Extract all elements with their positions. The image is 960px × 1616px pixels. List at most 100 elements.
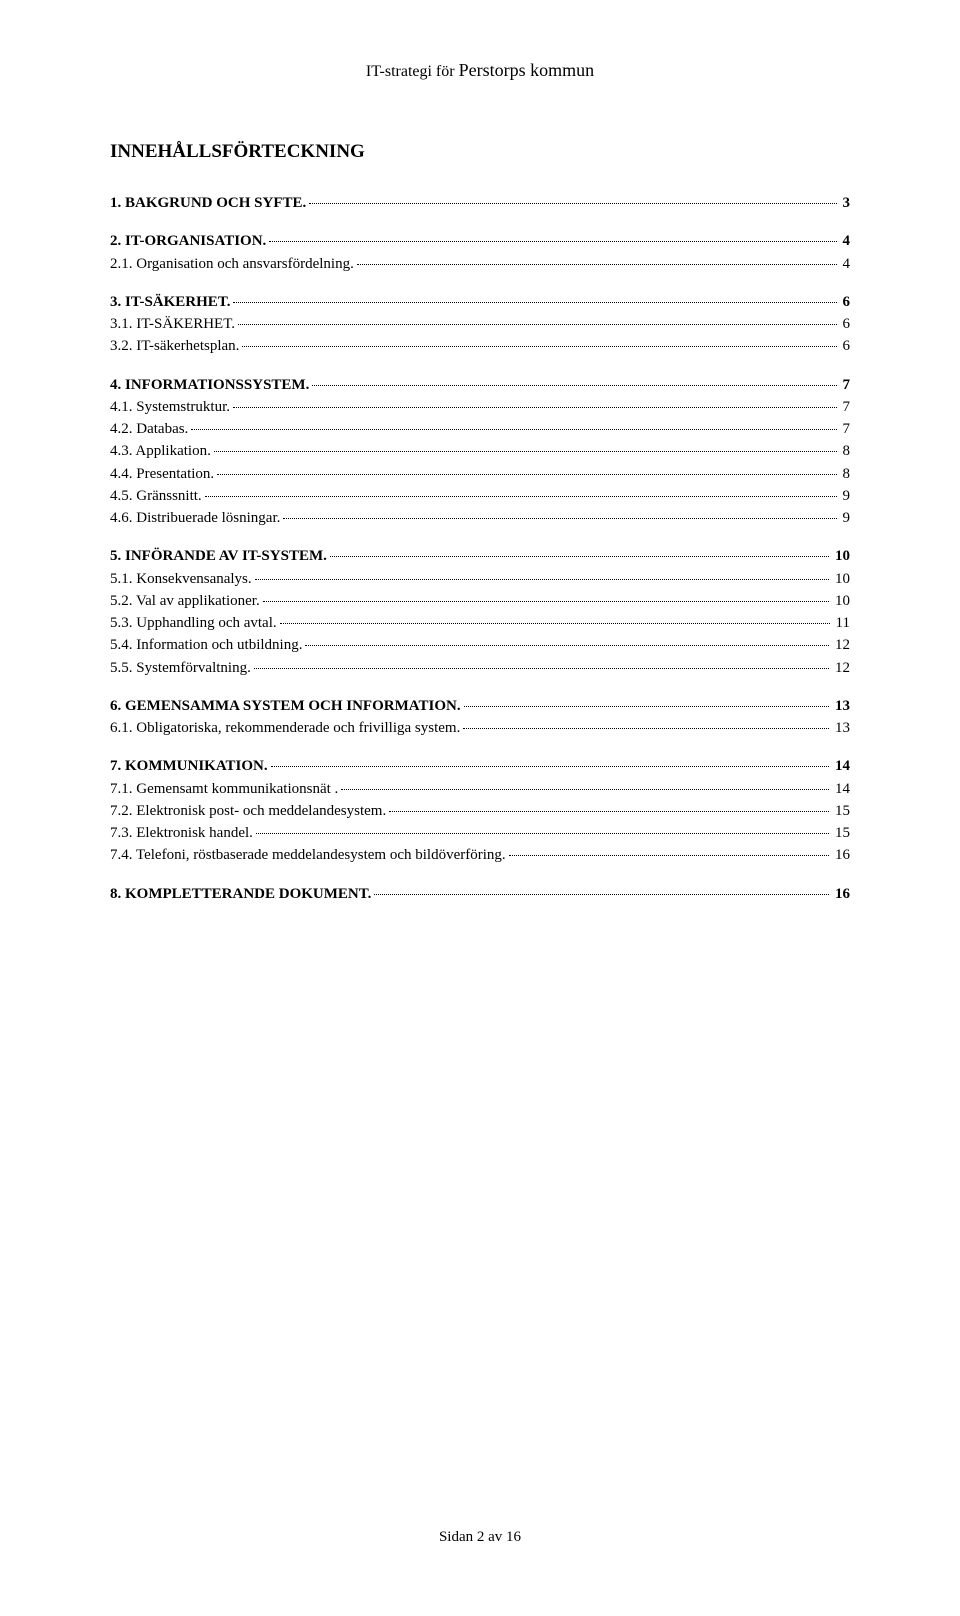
toc-entry: 3.2. IT-säkerhetsplan. 6 [110, 336, 850, 356]
toc-entry-label: 7.1. Gemensamt kommunikationsnät . [110, 779, 338, 799]
toc-entry-page: 6 [840, 314, 851, 334]
toc-entry-page: 10 [832, 546, 850, 566]
toc-entry: 3. IT-SÄKERHET. 6 [110, 292, 850, 312]
toc-entry-label: 4.5. Gränssnitt. [110, 486, 202, 506]
toc-entry-label: 3.1. IT-SÄKERHET. [110, 314, 235, 334]
toc-entry-page: 8 [840, 464, 851, 484]
toc-entry-page: 3 [840, 193, 851, 213]
toc-entry-page: 15 [832, 801, 850, 821]
header-prefix: IT-strategi för [366, 63, 459, 80]
toc-entry: 5.3. Upphandling och avtal. 11 [110, 613, 850, 633]
toc-entry: 4.5. Gränssnitt.9 [110, 486, 850, 506]
toc-entry-label: 2. IT-ORGANISATION. [110, 231, 266, 251]
toc-entry: 1. BAKGRUND OCH SYFTE. 3 [110, 193, 850, 213]
header-suffix: Perstorps kommun [459, 60, 595, 80]
toc-leader [374, 894, 829, 895]
toc-leader [463, 728, 829, 729]
toc-entry-page: 9 [840, 508, 851, 528]
toc-entry-label: 5.1. Konsekvensanalys. [110, 569, 252, 589]
page-footer: Sidan 2 av 16 [0, 1529, 960, 1546]
toc-entry-label: 1. BAKGRUND OCH SYFTE. [110, 193, 306, 213]
toc-leader [214, 451, 837, 452]
toc-entry-label: 7. KOMMUNIKATION. [110, 756, 268, 776]
toc-entry-page: 6 [840, 336, 851, 356]
toc-entry-page: 13 [832, 718, 850, 738]
toc-entry-label: 4. INFORMATIONSSYSTEM. [110, 375, 309, 395]
toc-entry-label: 8. KOMPLETTERANDE DOKUMENT. [110, 884, 371, 904]
toc-entry: 5. INFÖRANDE AV IT-SYSTEM.10 [110, 546, 850, 566]
toc-entry: 3.1. IT-SÄKERHET. 6 [110, 314, 850, 334]
toc-entry-page: 13 [832, 696, 850, 716]
toc-entry: 4.3. Applikation. 8 [110, 441, 850, 461]
toc-leader [357, 264, 837, 265]
toc-entry-page: 16 [832, 884, 850, 904]
toc-entry: 8. KOMPLETTERANDE DOKUMENT. 16 [110, 884, 850, 904]
toc-entry: 5.5. Systemförvaltning. 12 [110, 658, 850, 678]
toc-entry-page: 10 [832, 569, 850, 589]
toc-leader [242, 346, 836, 347]
toc-entry: 5.2. Val av applikationer. 10 [110, 591, 850, 611]
toc-leader [191, 429, 836, 430]
toc-leader [330, 556, 829, 557]
toc-entry: 7. KOMMUNIKATION. 14 [110, 756, 850, 776]
toc-leader [283, 518, 836, 519]
toc-entry-label: 5.2. Val av applikationer. [110, 591, 260, 611]
toc-entry-label: 4.3. Applikation. [110, 441, 211, 461]
toc-entry-page: 16 [832, 845, 850, 865]
toc-entry-label: 7.2. Elektronisk post- och meddelandesys… [110, 801, 386, 821]
toc-leader [256, 833, 829, 834]
toc-leader [341, 789, 829, 790]
toc-leader [312, 385, 836, 386]
toc-entry-label: 3.2. IT-säkerhetsplan. [110, 336, 239, 356]
toc-entry-label: 2.1. Organisation och ansvarsfördelning. [110, 254, 354, 274]
toc-entry-page: 11 [833, 613, 850, 633]
toc-entry-label: 7.3. Elektronisk handel. [110, 823, 253, 843]
toc-leader [280, 623, 830, 624]
toc-leader [464, 706, 829, 707]
toc-entry: 6. GEMENSAMMA SYSTEM OCH INFORMATION. 13 [110, 696, 850, 716]
toc-entry-label: 7.4. Telefoni, röstbaserade meddelandesy… [110, 845, 506, 865]
toc-entry-label: 4.4. Presentation. [110, 464, 214, 484]
toc-entry: 4.6. Distribuerade lösningar.9 [110, 508, 850, 528]
toc-entry: 4.1. Systemstruktur. 7 [110, 397, 850, 417]
toc-entry: 7.3. Elektronisk handel. 15 [110, 823, 850, 843]
toc-entry: 7.4. Telefoni, röstbaserade meddelandesy… [110, 845, 850, 865]
toc-container: 1. BAKGRUND OCH SYFTE. 3 2. IT-ORGANISATIO… [110, 193, 850, 904]
toc-entry: 7.1. Gemensamt kommunikationsnät .14 [110, 779, 850, 799]
toc-entry-page: 12 [832, 658, 850, 678]
toc-entry-label: 4.1. Systemstruktur. [110, 397, 230, 417]
toc-entry-page: 8 [840, 441, 851, 461]
toc-entry-page: 4 [840, 254, 851, 274]
toc-leader [269, 241, 836, 242]
toc-entry: 2. IT-ORGANISATION. 4 [110, 231, 850, 251]
page-header: IT-strategi för Perstorps kommun [110, 60, 850, 81]
toc-entry-page: 4 [840, 231, 851, 251]
toc-title: INNEHÅLLSFÖRTECKNING [110, 141, 850, 163]
toc-leader [389, 811, 829, 812]
toc-leader [238, 324, 837, 325]
toc-leader [271, 766, 829, 767]
toc-entry: 5.4. Information och utbildning. 12 [110, 635, 850, 655]
toc-leader [255, 579, 829, 580]
toc-leader [233, 407, 836, 408]
toc-entry-page: 15 [832, 823, 850, 843]
toc-entry-page: 7 [840, 397, 851, 417]
toc-entry-label: 6.1. Obligatoriska, rekommenderade och f… [110, 718, 460, 738]
toc-entry-label: 4.2. Databas. [110, 419, 188, 439]
toc-entry-page: 12 [832, 635, 850, 655]
toc-entry-label: 3. IT-SÄKERHET. [110, 292, 230, 312]
toc-entry-page: 10 [832, 591, 850, 611]
toc-entry-page: 7 [840, 375, 851, 395]
toc-entry-label: 5.4. Information och utbildning. [110, 635, 302, 655]
toc-entry-label: 5.5. Systemförvaltning. [110, 658, 251, 678]
toc-entry-page: 14 [832, 756, 850, 776]
toc-entry: 5.1. Konsekvensanalys. 10 [110, 569, 850, 589]
toc-entry-label: 6. GEMENSAMMA SYSTEM OCH INFORMATION. [110, 696, 461, 716]
toc-leader [254, 668, 829, 669]
toc-entry-page: 6 [840, 292, 851, 312]
toc-entry-label: 5.3. Upphandling och avtal. [110, 613, 277, 633]
toc-leader [263, 601, 829, 602]
toc-entry: 6.1. Obligatoriska, rekommenderade och f… [110, 718, 850, 738]
toc-leader [217, 474, 836, 475]
toc-leader [309, 203, 836, 204]
